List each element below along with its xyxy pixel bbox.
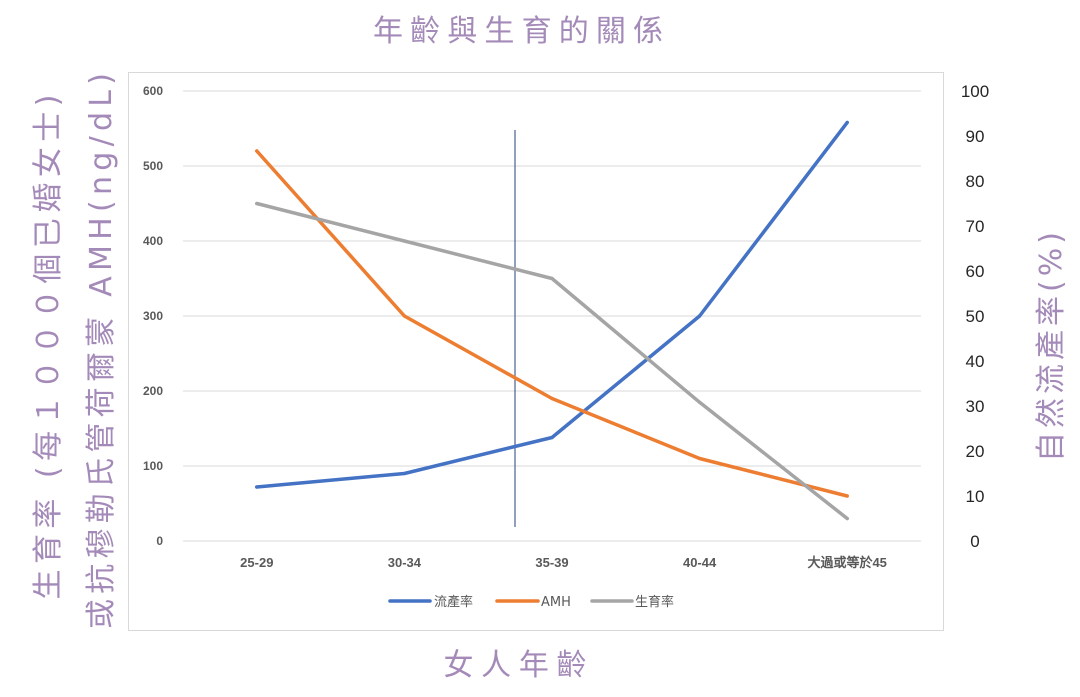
left-axis-tick-labels: 0 100 200 300 400 500 600 <box>143 84 163 548</box>
right-axis-tick-label: 0 <box>970 532 979 551</box>
miscarriage-rate-series <box>255 120 849 489</box>
x-axis-tick-label: 大過或等於45 <box>807 555 886 570</box>
legend: 流產率 AMH 生育率 <box>388 594 674 610</box>
fertility-rate-point <box>550 276 554 281</box>
right-axis-tick-label: 50 <box>966 307 985 326</box>
left-axis-title-line-1: 生育率 (每１０００個已婚女士) <box>31 95 66 600</box>
miscarriage-rate-point <box>550 435 554 440</box>
chart-title: 年齡與生育的關係 <box>373 14 663 49</box>
legend-item-amh: AMH <box>495 595 571 610</box>
right-axis-tick-labels: 0 10 20 30 40 50 60 70 80 90 100 <box>961 82 989 551</box>
gridlines <box>183 90 921 542</box>
amh-point <box>698 456 702 461</box>
amh-point <box>845 494 849 498</box>
right-axis-tick-label: 80 <box>966 172 985 191</box>
miscarriage-rate-point <box>845 120 849 125</box>
legend-label-miscarriage-rate: 流產率 <box>434 594 473 610</box>
left-axis-tick-label: 200 <box>143 384 163 398</box>
left-axis-tick-label: 500 <box>143 159 163 173</box>
fertility-rate-point <box>255 201 259 206</box>
right-axis-tick-label: 30 <box>966 397 985 416</box>
fertility-rate-point <box>698 400 702 404</box>
legend-label-fertility-rate: 生育率 <box>635 594 674 610</box>
left-axis-tick-label: 400 <box>143 234 163 248</box>
amh-series <box>255 149 849 498</box>
legend-label-amh: AMH <box>541 595 571 610</box>
right-axis-tick-label: 70 <box>966 217 985 236</box>
x-axis-title: 女人年齡 <box>444 648 587 683</box>
x-axis-tick-label: 30-34 <box>388 555 422 570</box>
left-axis-tick-label: 600 <box>143 84 163 98</box>
right-axis-tick-label: 10 <box>966 487 985 506</box>
x-axis-tick-label: 25-29 <box>240 555 273 570</box>
left-axis-tick-label: 0 <box>156 534 163 548</box>
right-axis-tick-label: 90 <box>966 127 985 146</box>
amh-point <box>255 149 259 153</box>
x-axis-tick-label: 35-39 <box>535 555 568 570</box>
right-axis-tick-label: 40 <box>966 352 985 371</box>
x-axis-tick-labels: 25-29 30-34 35-39 40-44 大過或等於45 <box>240 555 887 570</box>
right-axis-tick-label: 100 <box>961 82 989 101</box>
left-axis-tick-label: 300 <box>143 309 163 323</box>
fertility-rate-point <box>402 239 406 243</box>
miscarriage-rate-point <box>402 471 406 476</box>
amh-point <box>402 314 406 318</box>
right-axis-tick-label: 20 <box>966 442 985 461</box>
fertility-rate-series <box>255 201 849 521</box>
right-axis-title: 自然流產率(%) <box>1034 232 1069 462</box>
fertility-rate-point <box>845 516 849 521</box>
miscarriage-rate-point <box>255 485 259 489</box>
amh-point <box>550 396 554 401</box>
left-axis-title-line-2: 或抗穆勒氏管荷爾蒙 AMH(ng/dL) <box>84 73 119 629</box>
miscarriage-rate-point <box>698 314 702 318</box>
left-axis-tick-label: 100 <box>143 459 163 473</box>
legend-item-miscarriage-rate: 流產率 <box>388 594 473 610</box>
x-axis-tick-label: 40-44 <box>683 555 717 570</box>
legend-item-fertility-rate: 生育率 <box>590 594 674 610</box>
right-axis-tick-label: 60 <box>966 262 985 281</box>
